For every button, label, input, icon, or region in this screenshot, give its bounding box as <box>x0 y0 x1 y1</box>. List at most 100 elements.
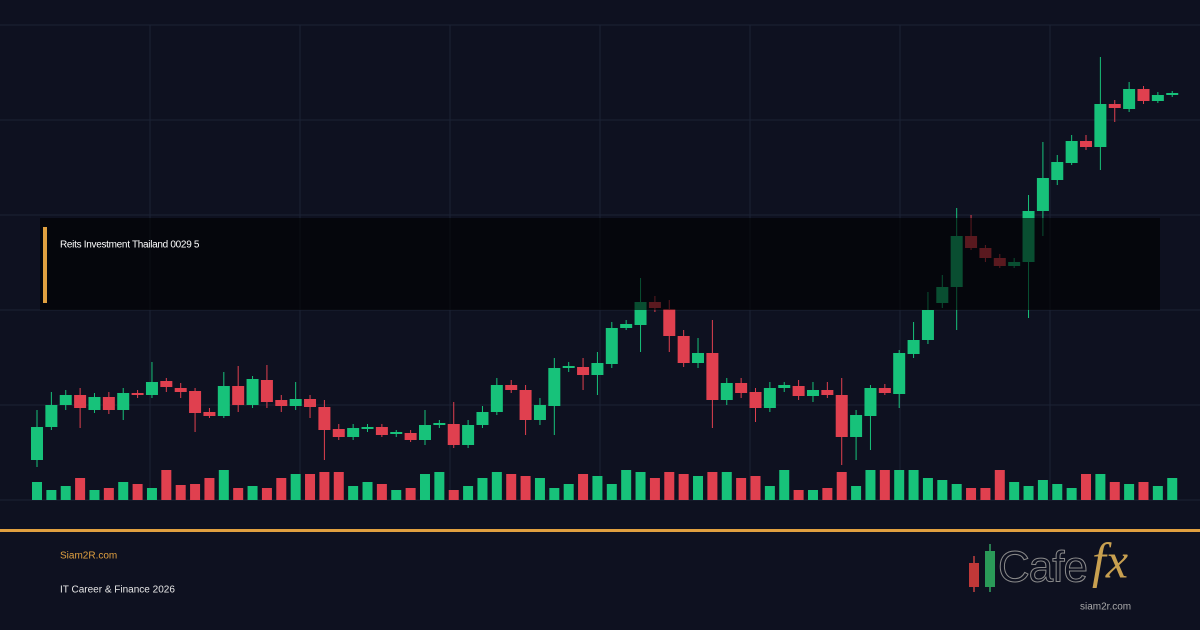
volume-bar <box>1152 486 1163 500</box>
volume-bar <box>894 470 905 500</box>
volume-bar <box>290 474 301 500</box>
candle-body <box>88 397 101 410</box>
volume-bar <box>506 474 517 500</box>
candle-body <box>45 405 58 427</box>
volume-bar <box>994 470 1005 500</box>
logo-candle <box>969 563 979 587</box>
candle-body <box>1080 141 1093 147</box>
candle-body <box>878 388 891 393</box>
volume-bar <box>520 476 531 500</box>
candle-body <box>850 415 863 437</box>
candle-body <box>778 385 791 388</box>
candle-body <box>361 427 374 429</box>
candle-body <box>735 383 748 393</box>
logo-accent: fx <box>1092 532 1128 588</box>
candle-body <box>260 380 273 402</box>
volume-bar <box>1167 478 1178 500</box>
candle-body <box>620 324 633 328</box>
volume-bar <box>32 482 42 500</box>
overlay: Reits Investment Thailand 0029 5 <box>40 218 1160 310</box>
volume-bar <box>319 472 330 500</box>
volume-bar <box>807 490 818 500</box>
candle-body <box>591 363 604 375</box>
volume-bar <box>980 488 991 500</box>
volume-bar <box>1052 484 1063 500</box>
footer-tagline: IT Career & Finance 2026 <box>60 585 175 596</box>
candle-body <box>907 340 920 354</box>
volume-bar <box>46 490 57 500</box>
volume-bar <box>779 470 790 500</box>
candle-body <box>418 425 431 440</box>
volume-bar <box>879 470 890 500</box>
candle-body <box>375 427 388 435</box>
candle-body <box>318 407 331 430</box>
volume-bar <box>966 488 977 500</box>
volume-bar <box>908 470 919 500</box>
volume-bar <box>434 472 445 500</box>
volume-bar <box>1009 482 1020 500</box>
candle-body <box>821 390 834 395</box>
volume-bar <box>1081 474 1092 500</box>
volume-bar <box>693 476 704 500</box>
volume-bar <box>175 485 186 500</box>
candle-body <box>275 400 288 406</box>
volume-bar <box>391 490 402 500</box>
volume-bar <box>793 490 804 500</box>
candle-body <box>763 388 776 408</box>
volume-bar <box>1066 488 1077 500</box>
volume-bar <box>707 472 718 500</box>
overlay-box <box>40 218 1160 310</box>
candle-body <box>217 386 230 416</box>
candle-body <box>490 385 503 412</box>
candle-body <box>605 328 618 364</box>
volume-bar <box>1095 474 1106 500</box>
candle-body <box>232 386 245 405</box>
volume-bar <box>822 488 833 500</box>
volume-bar <box>161 470 172 500</box>
candle-body <box>145 382 158 395</box>
candle-body <box>462 425 475 445</box>
candle-body <box>289 399 302 406</box>
candle-body <box>174 388 187 392</box>
volume-bar <box>60 486 71 500</box>
candle-body <box>505 385 518 390</box>
volume-bar <box>247 486 258 500</box>
volume-bar <box>477 478 488 500</box>
candle-body <box>246 379 259 405</box>
candle-body <box>447 424 460 445</box>
volume-bar <box>75 478 86 500</box>
volume-bar <box>664 472 675 500</box>
candle-body <box>1094 104 1107 147</box>
volume-bar <box>721 472 732 500</box>
candle-body <box>1166 93 1179 95</box>
candle-body <box>562 366 575 368</box>
volume-bar <box>132 484 143 500</box>
candle-body <box>203 412 216 416</box>
candle-body <box>189 391 202 413</box>
volume-bar <box>678 474 689 500</box>
volume-bar <box>621 470 632 500</box>
volume-bar <box>305 474 316 500</box>
volume-bar <box>491 472 502 500</box>
logo-url: siam2r.com <box>1080 602 1131 613</box>
volume-bar <box>1023 486 1034 500</box>
volume-bar <box>1109 482 1120 500</box>
volume-bars <box>32 470 1178 500</box>
volume-bar <box>606 484 617 500</box>
candle-body <box>31 427 43 460</box>
volume-bar <box>233 488 244 500</box>
footer-rule <box>0 529 1200 532</box>
candle-body <box>1151 95 1164 101</box>
overlay-accent <box>43 227 47 303</box>
volume-bar <box>1037 480 1048 500</box>
volume-bar <box>276 478 287 500</box>
volume-bar <box>419 474 430 500</box>
overlay-title: Reits Investment Thailand 0029 5 <box>60 240 200 251</box>
candle-body <box>476 412 489 425</box>
candle-body <box>332 429 345 437</box>
candle-body <box>304 399 317 407</box>
logo-candle <box>985 551 995 587</box>
candle-body <box>835 395 848 437</box>
candle-body <box>404 433 417 440</box>
